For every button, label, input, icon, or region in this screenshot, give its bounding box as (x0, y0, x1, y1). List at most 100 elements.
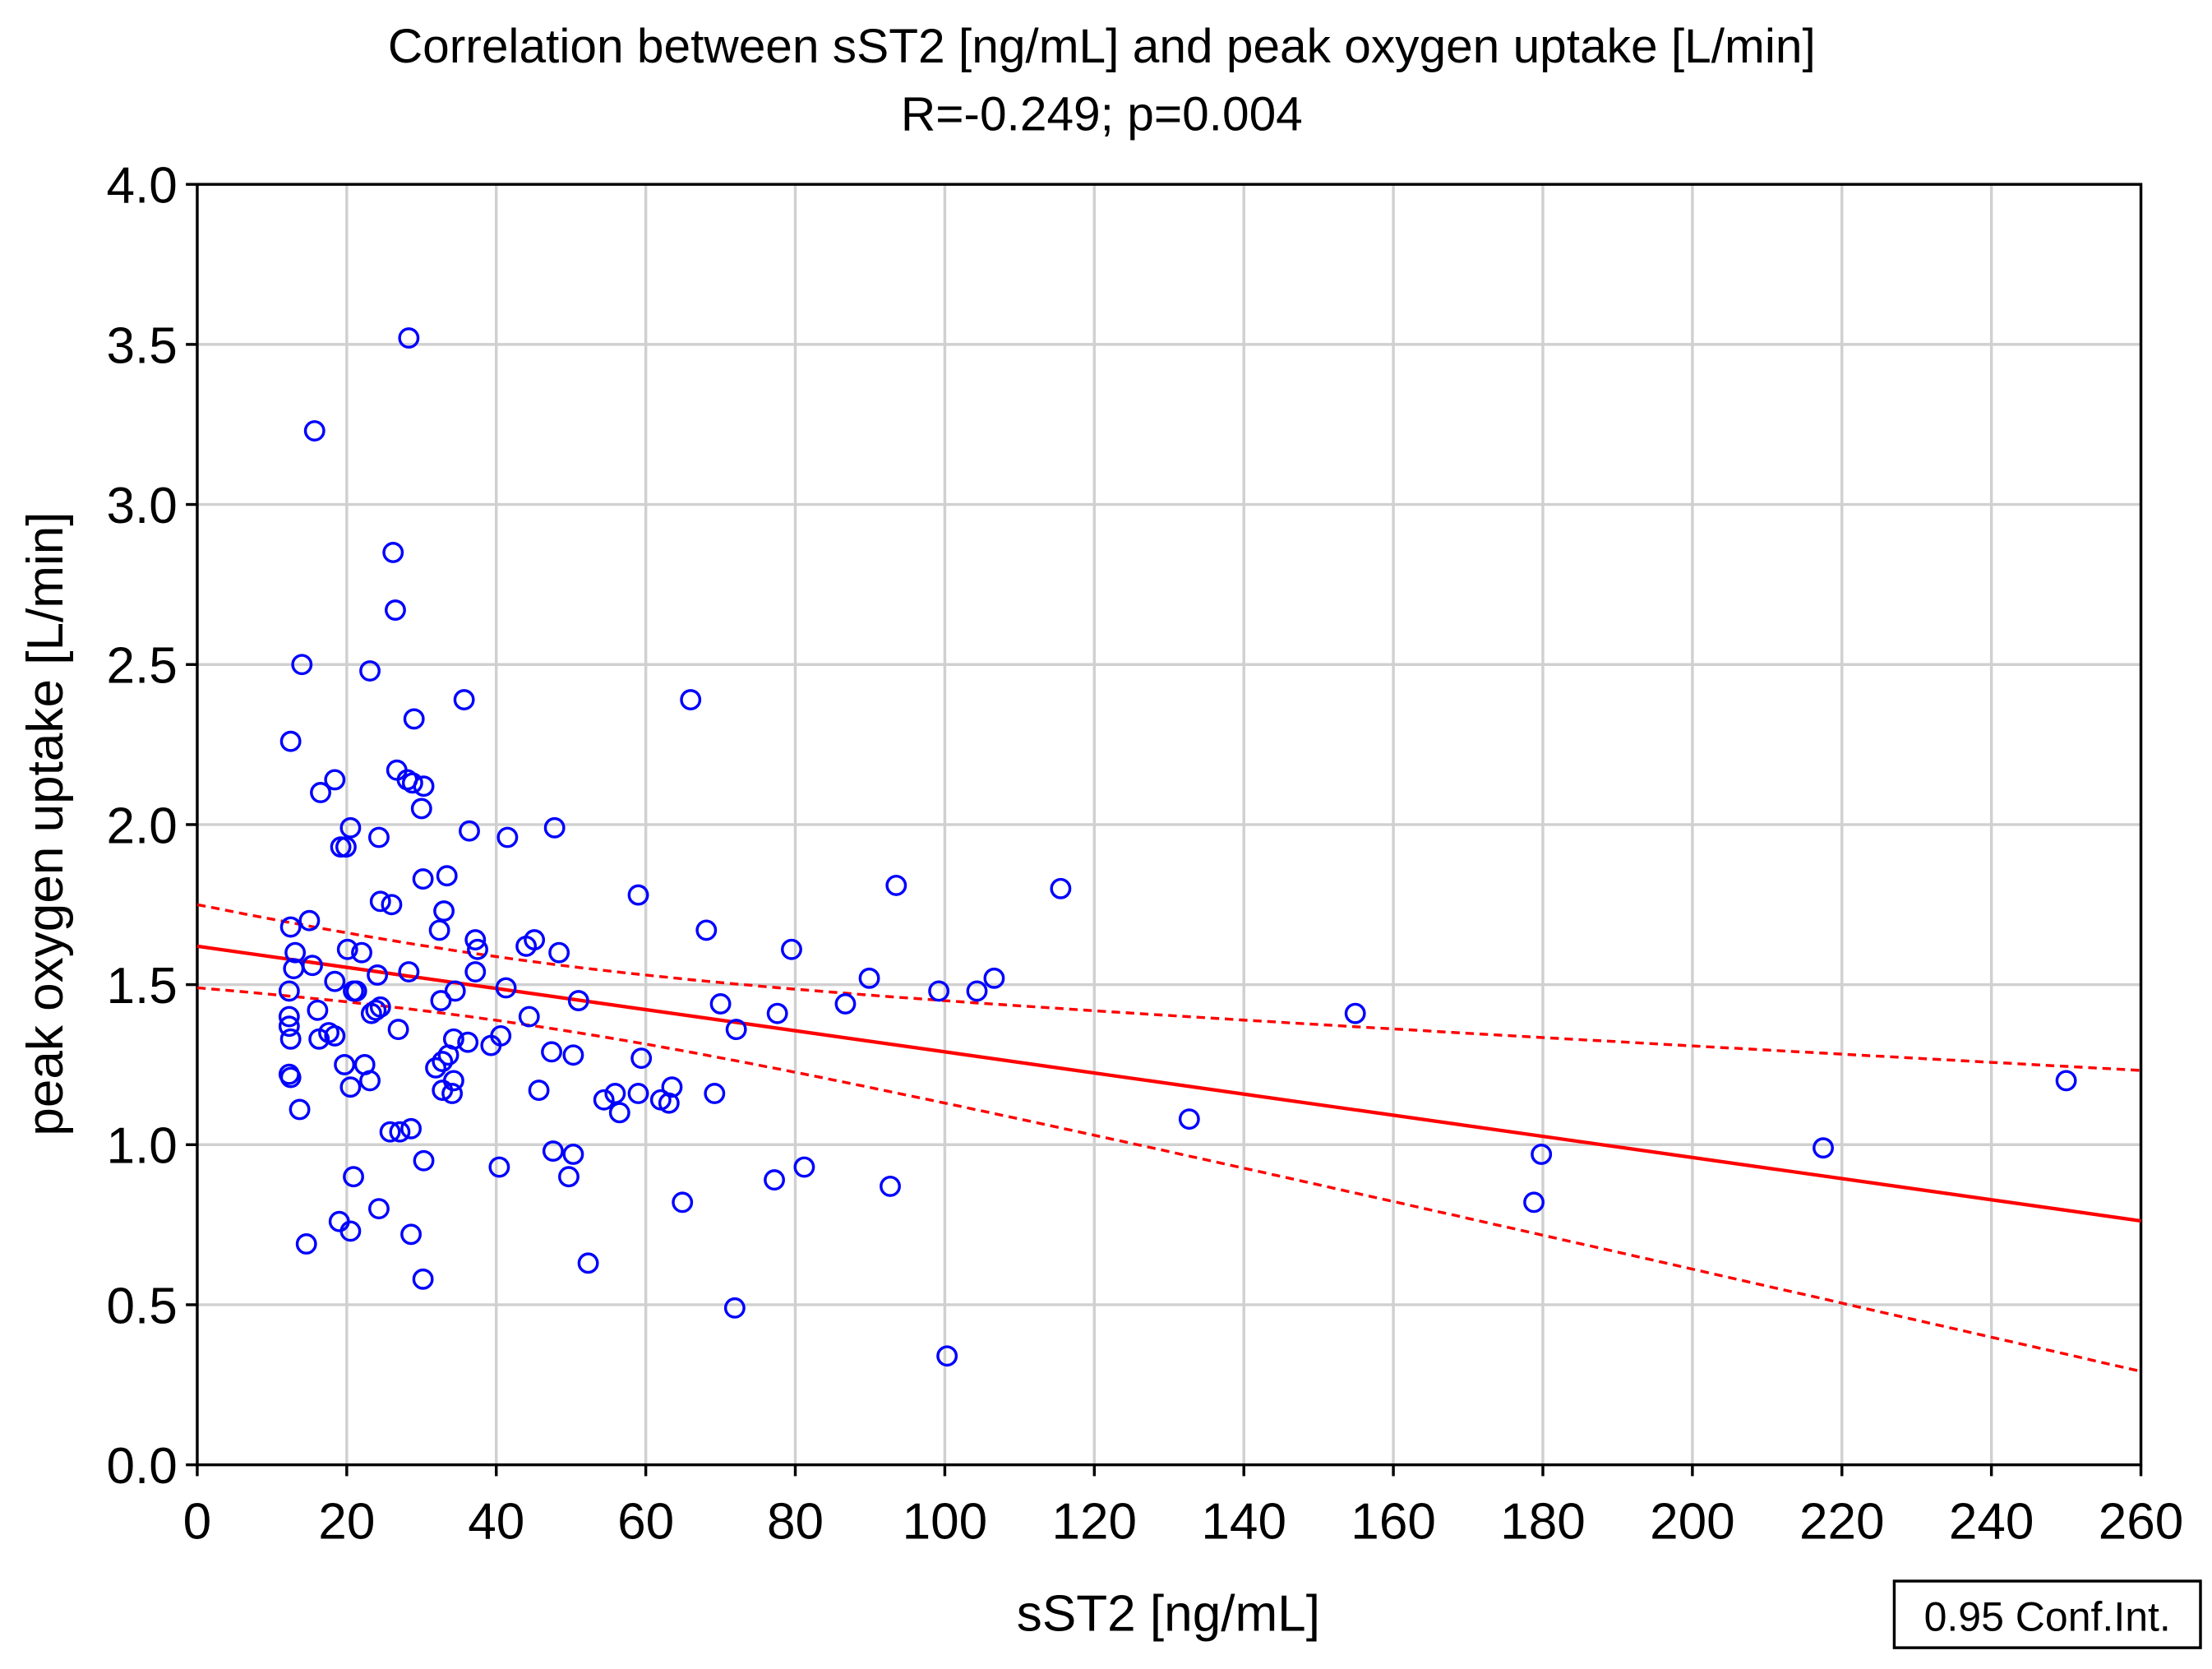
data-point (885, 874, 907, 896)
y-tick-label: 0.5 (106, 1278, 177, 1334)
data-point (495, 977, 517, 999)
data-point (279, 916, 302, 938)
data-point (403, 708, 425, 730)
data-point (764, 1169, 785, 1191)
data-point (858, 967, 880, 989)
data-point (1344, 1002, 1366, 1024)
data-point (627, 884, 649, 906)
data-point (433, 900, 455, 922)
data-point (453, 689, 475, 711)
data-point (723, 1297, 746, 1319)
ci-upper-line (196, 903, 2141, 1072)
data-point (400, 1117, 422, 1140)
data-point (630, 1047, 653, 1070)
data-point (464, 929, 487, 951)
data-point (302, 955, 323, 977)
data-point (593, 1089, 615, 1111)
data-point (936, 1345, 958, 1367)
regression-lines (196, 903, 2141, 1373)
data-point (542, 1140, 564, 1163)
data-point (367, 964, 389, 986)
x-tick-label: 0 (183, 1493, 212, 1550)
data-point (672, 1191, 694, 1214)
data-point (558, 1166, 580, 1188)
data-point (278, 980, 300, 1002)
data-point (457, 1031, 479, 1053)
data-point (324, 1024, 346, 1047)
data-point (365, 999, 387, 1021)
grid (196, 184, 2141, 1465)
data-point (359, 660, 381, 682)
data-point (543, 816, 566, 839)
data-point (279, 1028, 302, 1050)
regression-line (196, 944, 2141, 1223)
data-point (413, 775, 435, 798)
data-point (289, 1098, 311, 1121)
x-tick-label: 240 (1949, 1493, 2034, 1550)
data-point (278, 1006, 300, 1028)
data-point (284, 941, 307, 964)
x-axis-label: sST2 [ng/mL] (1017, 1585, 1320, 1642)
x-tick-label: 100 (903, 1493, 988, 1550)
x-tick-label: 60 (617, 1493, 674, 1550)
data-point (368, 826, 390, 848)
data-point (437, 1044, 459, 1066)
data-point (324, 970, 346, 992)
data-point (432, 1051, 454, 1072)
x-tick-label: 220 (1799, 1493, 1885, 1550)
data-point (339, 1076, 362, 1098)
data-point (379, 1121, 401, 1143)
data-point (766, 1002, 788, 1024)
data-point (291, 654, 313, 676)
data-point (298, 909, 321, 932)
data-point (480, 1034, 502, 1056)
x-tick-label: 80 (767, 1493, 824, 1550)
data-point (389, 1121, 411, 1143)
data-point (425, 1056, 447, 1079)
data-point (1813, 1137, 1834, 1159)
y-tick-label: 2.0 (106, 798, 177, 854)
data-point (351, 941, 372, 964)
data-point (398, 961, 420, 982)
x-tick-label: 260 (2099, 1493, 2184, 1550)
data-point (279, 1066, 302, 1089)
data-point (459, 820, 480, 842)
data-point (279, 730, 302, 752)
y-tick-label: 0.0 (106, 1438, 177, 1495)
data-point (335, 836, 357, 858)
chart-subtitle: R=-0.249; p=0.004 (901, 88, 1303, 141)
data-point (548, 941, 570, 964)
x-tick-label: 140 (1201, 1493, 1286, 1550)
data-point (2055, 1070, 2077, 1092)
data-point (608, 1102, 630, 1124)
data-point (444, 980, 466, 1002)
data-point (577, 1252, 599, 1274)
data-point (432, 1080, 454, 1102)
data-point (412, 868, 434, 890)
data-point (278, 1015, 300, 1038)
data-point (966, 980, 988, 1002)
data-point (680, 689, 702, 711)
data-point (359, 1070, 381, 1092)
data-point (709, 993, 732, 1015)
y-axis-label: peak oxygen uptake [L/min] (17, 511, 74, 1135)
data-point (360, 1002, 382, 1024)
data-point (410, 798, 432, 820)
data-point (303, 420, 326, 442)
data-point (441, 1083, 464, 1104)
data-point (295, 1233, 317, 1255)
data-point (834, 993, 857, 1015)
data-point (283, 958, 305, 980)
data-point (658, 1092, 680, 1114)
data-point (428, 919, 450, 941)
data-point (983, 967, 1005, 989)
x-tick-label: 200 (1650, 1493, 1735, 1550)
ci-lower-line (196, 986, 2141, 1373)
data-point (339, 1220, 362, 1242)
data-point (704, 1083, 726, 1104)
data-point (928, 980, 950, 1002)
data-point (324, 769, 346, 791)
data-point (604, 1083, 626, 1104)
data-point (627, 1083, 649, 1104)
